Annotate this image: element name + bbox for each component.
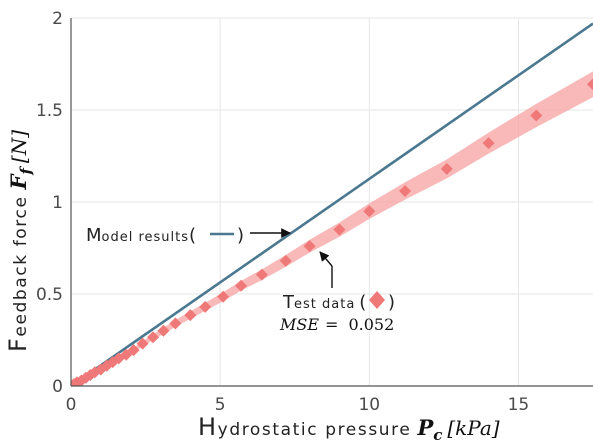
test-data-point — [120, 348, 133, 361]
test-data-point — [147, 331, 160, 344]
y-axis-title-cap: F — [4, 337, 32, 352]
model-label-close: ) — [237, 225, 244, 246]
x-axis-subscript: c — [433, 426, 442, 441]
test-data-point — [157, 324, 170, 337]
test-label-cap: T — [282, 292, 295, 313]
y-tick-label: 2 — [52, 9, 63, 29]
y-axis-title-text: eedback force — [11, 195, 31, 336]
test-label-text: est data — [294, 297, 355, 312]
x-tick-label: 15 — [508, 395, 530, 415]
test-data-point — [255, 268, 268, 281]
test-data-point — [127, 344, 140, 357]
test-data-point — [363, 205, 376, 218]
test-data-markers-group — [71, 78, 593, 386]
mse-equals: = — [325, 315, 338, 334]
x-axis-symbol: P — [416, 415, 434, 440]
test-data-point — [279, 254, 292, 267]
test-data-label: Test data ( — [282, 292, 366, 313]
test-data-point — [217, 290, 230, 303]
axes-frame — [70, 18, 593, 387]
y-axis-title: Feedback forceFf[N] — [4, 130, 35, 352]
y-tick-label: 1 — [52, 193, 63, 213]
model-results-line — [71, 22, 593, 386]
test-data-point — [136, 337, 149, 350]
model-label-cap: M — [86, 225, 102, 246]
test-data-point — [587, 78, 593, 91]
test-data-point — [440, 162, 453, 175]
model-results-label: Model results( — [86, 225, 196, 246]
test-data-point — [399, 184, 412, 197]
y-axis-symbol: F — [6, 172, 31, 190]
x-tick-label: 10 — [358, 395, 380, 415]
mse-symbol: MSE — [279, 315, 319, 334]
model-label-text: odel results — [102, 230, 190, 245]
test-data-point — [169, 317, 182, 330]
test-data-point — [75, 374, 88, 386]
test-label-open: ( — [359, 292, 366, 313]
y-tick-label: 0.5 — [36, 285, 63, 305]
x-axis-title-cap: H — [198, 413, 218, 441]
test-data-point — [482, 137, 495, 150]
x-axis-unit: [kPa] — [447, 416, 499, 440]
x-tick-label: 5 — [215, 395, 226, 415]
test-legend-diamond — [369, 291, 385, 309]
test-label-close: ) — [388, 292, 395, 313]
test-arrow-head-line — [319, 251, 333, 267]
mse-value: 0.052 — [348, 315, 394, 334]
y-tick-label: 0 — [52, 377, 63, 397]
y-axis-subscript: f — [17, 166, 35, 176]
y-tick-label: 1.5 — [36, 101, 63, 121]
x-axis-title: Hydrostatic pressure Pc [kPa] — [198, 413, 500, 441]
test-data-point — [333, 223, 346, 236]
test-data-point — [199, 300, 212, 313]
mse-label: MSE = 0.052 — [279, 315, 394, 334]
test-data-point — [530, 109, 543, 122]
test-data-point — [184, 309, 197, 322]
test-data-point — [235, 279, 248, 292]
model-line-group — [71, 22, 593, 386]
y-axis-unit: [N] — [7, 130, 31, 163]
tick-labels: 0 5 10 15 0 0.5 1 1.5 2 — [36, 9, 529, 415]
x-axis-title-text: ydrostatic pressure — [218, 420, 412, 440]
model-label-open: ( — [189, 225, 196, 246]
x-tick-label: 0 — [66, 395, 77, 415]
test-data-point — [303, 240, 316, 253]
